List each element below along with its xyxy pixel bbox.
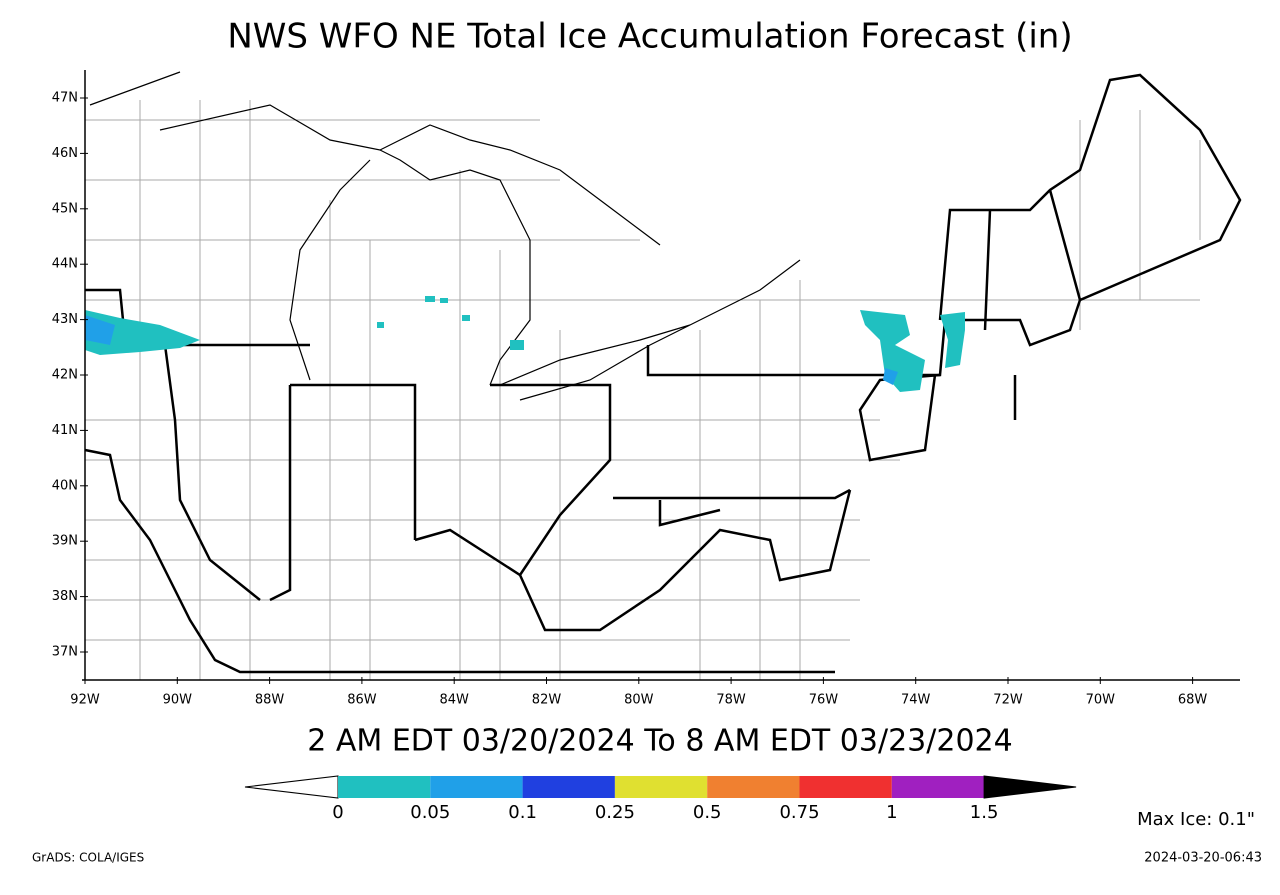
lon-label: 92W xyxy=(70,693,100,708)
lat-label: 40N xyxy=(52,478,78,493)
lat-label: 45N xyxy=(52,201,78,216)
period: 2 AM EDT 03/20/2024 To 8 AM EDT 03/23/20… xyxy=(307,724,1012,759)
lat-label: 42N xyxy=(52,368,78,383)
lon-label: 90W xyxy=(163,693,193,708)
lon-label: 86W xyxy=(347,693,377,708)
colorbar-label: 0.05 xyxy=(410,802,450,823)
colorbar-segment xyxy=(430,776,523,798)
colorbar: 0 0.05 0.1 0.25 0.5 0.75 1 1.5 xyxy=(244,775,1077,823)
ice-areas xyxy=(85,296,965,392)
colorbar-label: 1 xyxy=(886,802,897,823)
lon-label: 72W xyxy=(993,693,1023,708)
lat-label: 43N xyxy=(52,312,78,327)
lon-label: 82W xyxy=(532,693,562,708)
colorbar-label: 0 xyxy=(332,802,343,823)
max-ice: Max Ice: 0.1" xyxy=(1137,809,1255,830)
colorbar-segment xyxy=(522,776,615,798)
lat-label: 41N xyxy=(52,423,78,438)
colorbar-label: 1.5 xyxy=(970,802,999,823)
colorbar-segment xyxy=(614,776,708,798)
colorbar-segment xyxy=(707,776,800,798)
lon-label: 68W xyxy=(1178,693,1208,708)
colorbar-label: 0.5 xyxy=(693,802,722,823)
lon-label: 70W xyxy=(1086,693,1116,708)
colorbar-label: 0.25 xyxy=(595,802,635,823)
title: NWS WFO NE Total Ice Accumulation Foreca… xyxy=(227,17,1072,57)
colorbar-arrow xyxy=(983,775,1077,799)
credit: GrADS: COLA/IGES xyxy=(32,851,144,865)
colorbar-label: 0.1 xyxy=(508,802,537,823)
lat-label: 46N xyxy=(52,146,78,161)
timestamp: 2024-03-20-06:43 xyxy=(1144,851,1262,866)
lat-label: 39N xyxy=(52,534,78,549)
county-grid xyxy=(85,100,1201,680)
colorbar-arrow xyxy=(244,775,339,799)
lon-label: 80W xyxy=(624,693,654,708)
lon-label: 78W xyxy=(716,693,746,708)
lon-label: 88W xyxy=(255,693,285,708)
lon-label: 76W xyxy=(809,693,839,708)
colorbar-label: 0.75 xyxy=(779,802,819,823)
lat-label: 47N xyxy=(52,91,78,106)
lat-label: 44N xyxy=(52,257,78,272)
colorbar-segment xyxy=(891,776,985,798)
lon-label: 74W xyxy=(901,693,931,708)
colorbar-segment xyxy=(799,776,892,798)
lat-label: 38N xyxy=(52,589,78,604)
axes: 47N 46N 45N 44N 43N 42N 41N 40N 39N 38N 37N 92W 90W 8… xyxy=(52,91,1208,708)
colorbar-segment xyxy=(338,776,431,798)
shorelines xyxy=(89,71,801,401)
map xyxy=(82,70,1242,681)
lat-label: 37N xyxy=(52,645,78,660)
lon-label: 84W xyxy=(439,693,469,708)
state-borders xyxy=(84,73,1242,674)
